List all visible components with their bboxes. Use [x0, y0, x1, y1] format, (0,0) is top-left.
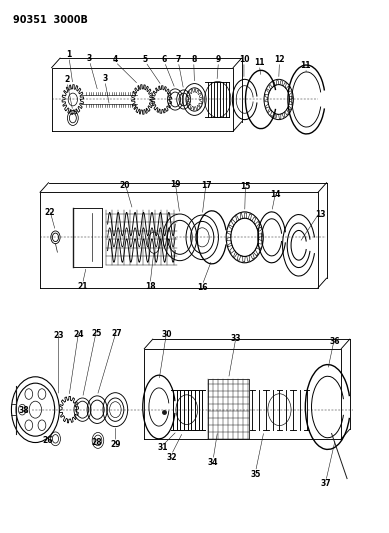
Text: 32: 32	[166, 453, 177, 462]
Text: 21: 21	[77, 282, 88, 291]
Text: 34: 34	[208, 458, 218, 467]
Text: 10: 10	[239, 55, 249, 63]
Text: 38: 38	[18, 406, 29, 415]
Text: 36: 36	[329, 337, 340, 346]
Text: 18: 18	[145, 282, 155, 291]
Text: 16: 16	[197, 283, 207, 292]
Text: 25: 25	[91, 329, 102, 338]
Text: 5: 5	[143, 55, 148, 63]
Text: 31: 31	[158, 443, 168, 453]
Text: 29: 29	[110, 440, 121, 449]
Text: 35: 35	[251, 470, 261, 479]
Text: 1: 1	[67, 50, 72, 59]
Text: 9: 9	[216, 55, 221, 63]
Text: 17: 17	[201, 181, 211, 190]
Text: 2: 2	[65, 75, 70, 84]
Text: 23: 23	[53, 331, 64, 340]
Text: 6: 6	[162, 55, 167, 63]
Text: 20: 20	[120, 181, 130, 190]
Text: 3: 3	[102, 74, 107, 83]
Text: 37: 37	[321, 479, 331, 488]
Text: 4: 4	[113, 55, 118, 63]
Text: 19: 19	[170, 180, 180, 189]
Text: 8: 8	[191, 55, 196, 63]
Text: 26: 26	[42, 436, 53, 445]
Text: 33: 33	[231, 334, 242, 343]
Text: 14: 14	[270, 190, 281, 199]
Text: 3: 3	[87, 54, 92, 62]
Text: 12: 12	[274, 55, 285, 63]
Text: 30: 30	[161, 330, 172, 339]
Text: 22: 22	[44, 208, 55, 217]
Text: 11: 11	[300, 61, 311, 69]
Text: 28: 28	[92, 438, 102, 447]
Text: 27: 27	[111, 329, 122, 338]
Text: 7: 7	[175, 55, 181, 63]
Text: 90351  3000B: 90351 3000B	[13, 14, 88, 25]
Text: 13: 13	[315, 210, 325, 219]
Text: 24: 24	[74, 330, 84, 339]
Text: 11: 11	[254, 58, 265, 67]
Text: 15: 15	[240, 182, 251, 191]
